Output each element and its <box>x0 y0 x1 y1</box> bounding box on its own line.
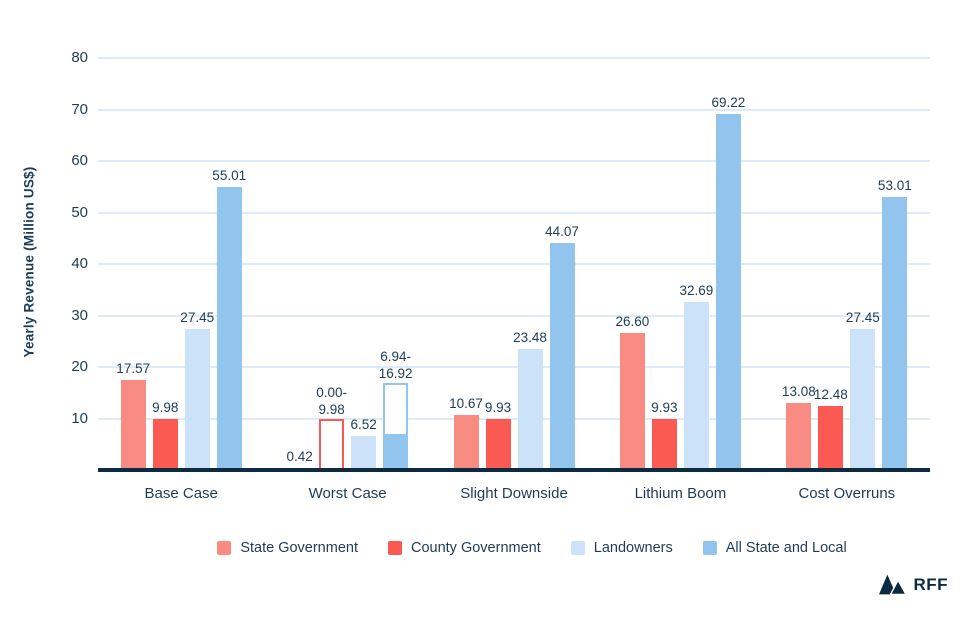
legend-item: Landowners <box>570 540 673 556</box>
bar-value-label: 27.45 <box>180 309 215 325</box>
legend: State Government County Government Landown… <box>0 540 960 556</box>
bar-state-government: 17.57 <box>116 361 150 470</box>
rff-logo: RFF <box>879 574 948 595</box>
x-axis-line <box>98 468 930 472</box>
bar-group: 10.67 9.93 23.48 44.07 Slight Downside <box>431 30 597 502</box>
bar-all-state-and-local: 6.94- 16.92 <box>379 349 413 470</box>
legend-label: Landowners <box>593 540 673 556</box>
bar-county-government: 9.93 <box>485 400 511 470</box>
y-tick-label: 70 <box>71 100 88 118</box>
bar-value-label: 12.48 <box>813 386 848 402</box>
bar-partial-fill <box>385 434 407 468</box>
category-label: Slight Downside <box>460 485 568 502</box>
bar-value-label: 9.93 <box>484 399 512 415</box>
bar-all-state-and-local: 53.01 <box>878 178 912 470</box>
bar-county-government: 0.00- 9.98 <box>316 385 347 470</box>
plot-area: 10 20 30 40 50 60 70 80 17.57 9.98 27.45 55.01 Base … <box>71 30 930 502</box>
legend-label: County Government <box>410 540 541 556</box>
bar-value-label: 17.57 <box>116 360 151 376</box>
bar-all-state-and-local: 69.22 <box>712 95 745 470</box>
legend-swatch <box>217 541 232 555</box>
bar-value-label: 32.69 <box>679 282 714 298</box>
legend-item: County Government <box>387 540 541 556</box>
gridline <box>98 57 930 59</box>
bar-value-label: 26.60 <box>615 314 650 330</box>
y-tick-label: 20 <box>71 358 88 375</box>
bar-county-government: 9.98 <box>152 400 178 470</box>
y-tick-label: 60 <box>71 152 88 169</box>
category-label: Base Case <box>144 485 218 502</box>
y-tick-label: 30 <box>71 306 88 324</box>
bar-landowners: 32.69 <box>680 283 713 470</box>
bar-value-label: 9.93 <box>651 399 678 415</box>
y-tick-label: 50 <box>71 203 88 221</box>
legend-label: State Government <box>240 540 358 556</box>
bar-value-label: 55.01 <box>212 167 247 183</box>
gridline <box>98 366 930 368</box>
legend-swatch <box>570 541 585 555</box>
bar-value-label: 6.52 <box>350 417 377 433</box>
bar-all-state-and-local: 44.07 <box>545 224 579 470</box>
bar-value-label: 53.01 <box>877 178 912 193</box>
bar-value-label: 69.22 <box>711 94 746 110</box>
bar-group: 13.08 12.48 27.45 53.01 Cost Overruns <box>764 30 930 502</box>
bar-all-state-and-local: 55.01 <box>212 168 246 470</box>
bar-value-label: 23.48 <box>513 330 547 346</box>
bar-county-government: 9.93 <box>651 400 678 470</box>
gridline <box>98 314 930 317</box>
legend-swatch <box>387 541 402 555</box>
legend-item: State Government <box>217 540 358 556</box>
bar-value-label: 0.42 <box>286 448 313 464</box>
bar-landowners: 27.45 <box>846 310 880 470</box>
bar-state-government: 26.60 <box>616 314 649 470</box>
bar-value-label: 0.00- 9.98 <box>316 384 347 417</box>
gridline <box>98 108 930 111</box>
gridline <box>98 211 930 214</box>
bar-landowners: 27.45 <box>180 310 214 470</box>
legend-item: All State and Local <box>702 540 847 556</box>
bar-landowners: 23.48 <box>513 330 547 470</box>
bar-value-label: 10.67 <box>449 396 483 412</box>
legend-swatch <box>702 541 717 555</box>
bar-group: 0.42 0.00- 9.98 6.52 6.94- 16.92 Worst Case <box>264 30 430 502</box>
bar-state-government: 13.08 <box>782 384 816 470</box>
gridline <box>98 263 930 265</box>
y-tick-label: 10 <box>71 409 88 427</box>
gridline <box>98 160 930 162</box>
gridline <box>98 417 930 420</box>
legend-label: All State and Local <box>725 540 847 556</box>
bar-group: 17.57 9.98 27.45 55.01 Base Case <box>98 30 264 502</box>
category-label: Cost Overruns <box>798 485 896 502</box>
rff-wordmark: RFF <box>913 574 948 594</box>
rff-mountains-icon <box>879 574 907 595</box>
y-tick-label: 80 <box>71 49 88 66</box>
y-axis-title: Yearly Revenue (Million US$) <box>21 166 37 358</box>
bar-group: 26.60 9.93 32.69 69.22 Lithium Boom <box>597 30 763 502</box>
bar-landowners: 6.52 <box>350 417 377 470</box>
bar-groups: 17.57 9.98 27.45 55.01 Base Case 0.42 0.00- 9.… <box>98 30 930 502</box>
bar-county-government: 12.48 <box>814 387 848 470</box>
bar-value-label: 13.08 <box>781 383 816 399</box>
bar-value-label: 6.94- 16.92 <box>378 348 413 381</box>
category-label: Worst Case <box>308 485 387 502</box>
bar-state-government: 10.67 <box>449 396 483 470</box>
bar-value-label: 44.07 <box>545 224 579 240</box>
category-label: Lithium Boom <box>634 485 727 502</box>
bar-value-label: 9.98 <box>152 399 179 415</box>
bar-value-label: 27.45 <box>845 309 880 325</box>
y-tick-label: 40 <box>71 255 88 272</box>
